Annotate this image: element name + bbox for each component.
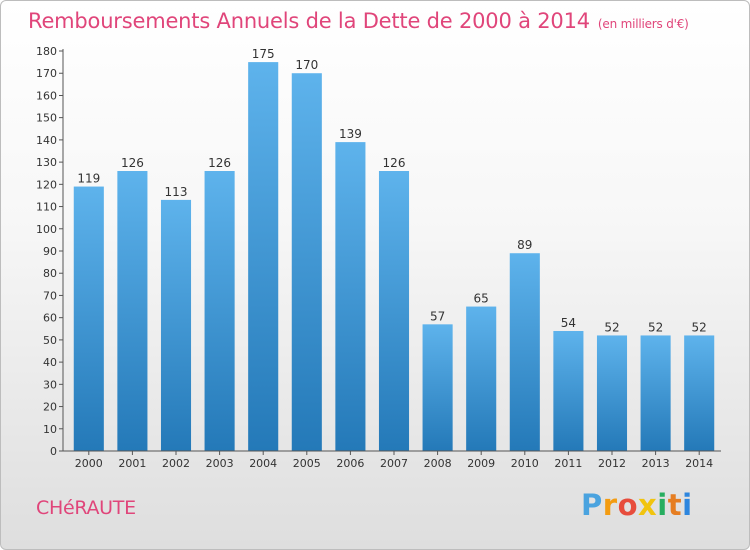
bar-2006 [335,142,366,451]
y-tick-label: 10 [43,423,57,436]
data-label: 119 [77,172,100,186]
logo-letter: r [602,488,618,522]
data-label: 52 [604,320,619,334]
y-tick-label: 0 [50,445,57,458]
logo-letter: t [667,488,683,522]
y-tick-label: 100 [36,223,57,236]
bar-2003 [204,171,235,451]
y-tick-label: 140 [36,134,57,147]
data-label: 126 [121,156,144,170]
bar-2011 [553,331,584,451]
data-label: 126 [208,156,231,170]
bar-2004 [248,62,279,451]
bar-2000 [73,186,104,452]
unit-label: (en milliers d'€) [597,17,689,31]
data-label: 65 [474,292,489,306]
x-tick-label: 2006 [336,457,364,470]
y-tick-label: 90 [43,245,57,258]
y-tick-label: 150 [36,112,57,125]
bar-2014 [684,335,715,451]
data-label: 126 [383,156,406,170]
y-tick-label: 50 [43,334,57,347]
x-tick-label: 2005 [293,457,321,470]
y-tick-label: 160 [36,89,57,102]
x-tick-label: 2001 [118,457,146,470]
x-tick-label: 2007 [380,457,408,470]
y-tick-label: 170 [36,67,57,80]
y-tick-label: 70 [43,289,57,302]
data-label: 54 [561,316,576,330]
data-label: 52 [692,320,707,334]
bar-2010 [509,253,540,451]
y-tick-label: 20 [43,401,57,414]
x-tick-label: 2003 [206,457,234,470]
x-tick-label: 2014 [685,457,713,470]
y-tick-label: 60 [43,312,57,325]
data-label: 52 [648,320,663,334]
logo-letter: P [581,488,603,522]
bar-2001 [117,171,148,451]
data-label: 139 [339,127,362,141]
bar-2002 [160,199,192,451]
title-text: Remboursements Annuels de la Dette de 20… [28,9,590,33]
x-tick-label: 2004 [249,457,277,470]
bar-2005 [291,73,322,451]
data-label: 89 [517,238,532,252]
x-tick-label: 2013 [642,457,670,470]
logo-letter: i [657,488,668,522]
logo-letter: i [682,488,693,522]
y-tick-label: 180 [36,45,57,58]
bars: 119 126 113 126 175 170 139 126 57 65 89 54 52 52 52 [73,47,715,452]
y-axis: 0 10 20 30 40 50 60 70 80 90 100 110 120 130 140 150 160… [36,45,64,458]
x-tick-label: 2012 [598,457,626,470]
chart-title: Remboursements Annuels de la Dette de 20… [28,9,689,33]
y-tick-label: 40 [43,356,57,369]
x-tick-label: 2008 [424,457,452,470]
bar-2009 [466,306,497,451]
x-tick-label: 2011 [554,457,582,470]
x-tick-label: 2010 [511,457,539,470]
logo-letter: o [617,488,639,522]
y-tick-label: 80 [43,267,57,280]
x-tick-label: 2009 [467,457,495,470]
y-tick-label: 120 [36,178,57,191]
data-label: 175 [252,47,275,61]
y-tick-label: 130 [36,156,57,169]
data-label: 170 [295,58,318,72]
data-label: 113 [165,185,188,199]
x-axis: 2000 2001 2002 2003 2004 2005 2006 2007 2008 2009… [63,450,721,470]
bar-2008 [422,324,453,451]
proxiti-logo: Proxiti [581,488,693,522]
data-label: 57 [430,309,445,323]
bar-2012 [596,335,628,451]
bar-2013 [640,335,671,451]
logo-letter: x [638,488,658,522]
y-tick-label: 110 [36,201,57,214]
x-tick-label: 2002 [162,457,190,470]
x-tick-label: 2000 [75,457,103,470]
bar-2007 [378,171,410,451]
y-tick-label: 30 [43,378,57,391]
commune-name: CHéRAUTE [36,497,136,519]
